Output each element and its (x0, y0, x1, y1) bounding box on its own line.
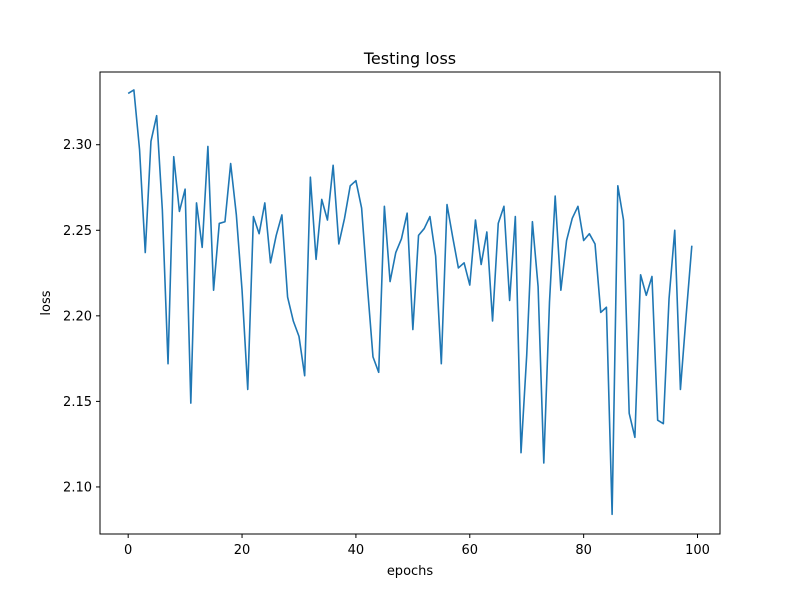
chart-title: Testing loss (363, 49, 456, 68)
plot-area (127, 89, 693, 516)
x-tick-label: 0 (124, 543, 132, 558)
y-axis-label: loss (39, 290, 54, 315)
y-tick-label: 2.20 (63, 309, 92, 324)
x-tick-label: 20 (234, 543, 251, 558)
axis-ticks: 0 20 40 60 80 100 2.10 2.15 2.20 2.25 2.30 (63, 138, 710, 558)
axes-frame (99, 71, 721, 535)
x-tick-label: 40 (348, 543, 365, 558)
series-line-0 (127, 89, 693, 516)
y-tick-label: 2.25 (63, 224, 92, 239)
x-tick-label: 80 (575, 543, 592, 558)
x-tick-label: 100 (685, 543, 710, 558)
x-tick-label: 60 (462, 543, 479, 558)
y-tick-label: 2.30 (63, 138, 92, 153)
y-tick-label: 2.10 (63, 480, 92, 495)
y-tick-label: 2.15 (63, 395, 92, 410)
x-axis-label: epochs (387, 564, 434, 579)
